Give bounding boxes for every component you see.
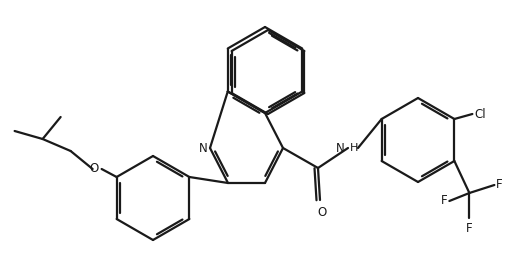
Text: N: N xyxy=(199,141,208,155)
Text: F: F xyxy=(466,222,473,235)
Text: F: F xyxy=(496,179,503,191)
Text: O: O xyxy=(317,206,327,219)
Text: Cl: Cl xyxy=(475,108,486,120)
Text: O: O xyxy=(89,162,99,176)
Text: N: N xyxy=(336,141,345,155)
Text: H: H xyxy=(350,143,358,153)
Text: F: F xyxy=(441,194,447,207)
